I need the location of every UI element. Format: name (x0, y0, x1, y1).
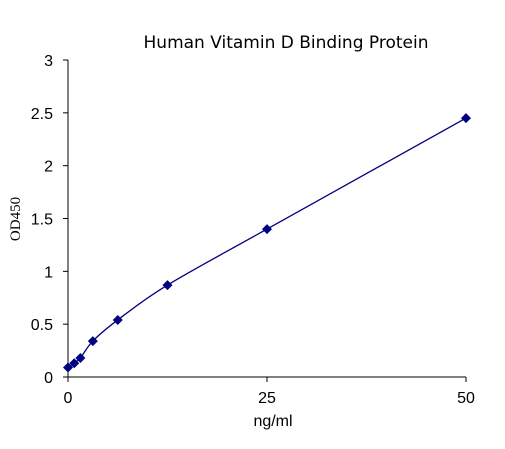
x-tick-label: 50 (457, 390, 475, 407)
y-axis-ticks: 0 0.5 1 1.5 2 2.5 3 (31, 53, 68, 387)
x-axis-label: ng/ml (253, 413, 292, 430)
chart-title: Human Vitamin D Binding Protein (144, 33, 429, 53)
data-point-marker (75, 352, 86, 363)
y-axis-label: OD450 (8, 197, 24, 241)
data-points (63, 113, 471, 373)
y-tick-label: 2 (44, 159, 53, 176)
data-point-marker (262, 224, 272, 235)
data-point-marker (69, 358, 80, 369)
y-tick-label: 3 (44, 53, 53, 70)
data-point-marker (461, 113, 471, 124)
x-axis-ticks: 0 25 50 (64, 377, 475, 407)
data-point-marker (87, 336, 98, 347)
x-tick-label: 25 (258, 390, 276, 407)
y-tick-label: 0.5 (31, 317, 53, 334)
y-tick-label: 0 (44, 370, 53, 387)
axes (67, 60, 466, 378)
data-point-marker (112, 314, 123, 325)
y-tick-label: 2.5 (31, 106, 53, 123)
y-tick-label: 1.5 (31, 212, 53, 229)
x-tick-label: 0 (64, 390, 73, 407)
y-tick-label: 1 (44, 264, 53, 281)
fitted-curve-line (67, 117, 467, 369)
data-point-marker (63, 362, 73, 373)
data-point-marker (162, 280, 173, 291)
